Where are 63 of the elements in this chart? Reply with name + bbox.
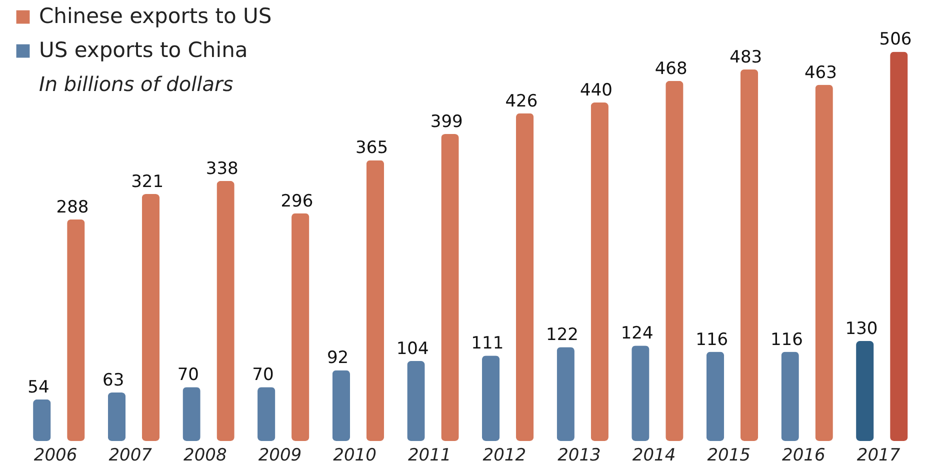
bar (781, 352, 799, 441)
data-label: 296 (280, 191, 314, 212)
x-tick-label: 2009 (258, 446, 302, 466)
bar (890, 52, 908, 441)
data-label: 321 (131, 172, 164, 192)
data-label: 426 (505, 91, 538, 112)
data-label: 130 (845, 318, 878, 339)
bar (632, 346, 650, 441)
data-label: 483 (730, 47, 762, 68)
x-tick-label: 2011 (408, 446, 452, 466)
data-label: 399 (430, 112, 463, 132)
x-tick-label: 2007 (108, 446, 152, 466)
x-tick-label: 2010 (333, 446, 376, 466)
bar (482, 356, 500, 441)
bar (258, 387, 276, 441)
data-label: 468 (654, 58, 688, 79)
bar (332, 370, 350, 441)
x-tick-label: 2006 (34, 446, 78, 466)
data-label: 288 (56, 197, 89, 218)
data-label: 70 (177, 365, 199, 386)
bar (441, 134, 459, 441)
x-tick-label: 2013 (558, 446, 601, 466)
bar (666, 80, 684, 441)
data-label: 70 (252, 365, 274, 386)
x-tick-label: 2014 (632, 446, 676, 466)
x-tick-label: 2015 (707, 446, 750, 466)
data-label: 92 (326, 348, 349, 368)
legend-label: Chinese exports to US (39, 4, 272, 28)
data-label: 440 (580, 80, 612, 100)
bar (556, 347, 574, 441)
data-label: 63 (102, 370, 124, 391)
bar (67, 219, 85, 441)
bar (216, 180, 234, 441)
bar (706, 352, 724, 441)
bar (516, 113, 534, 441)
bar (590, 102, 608, 441)
x-tick-label: 2017 (856, 446, 900, 466)
data-label: 116 (770, 330, 803, 350)
data-label: 506 (879, 30, 912, 50)
bar (292, 213, 310, 441)
legend-label: US exports to China (39, 38, 248, 62)
x-tick-label: 2008 (184, 446, 227, 466)
data-label: 116 (696, 330, 728, 350)
data-label: 122 (546, 325, 578, 346)
bar (407, 360, 425, 441)
data-label: 365 (356, 138, 388, 158)
text: In billions of dollars (39, 72, 234, 96)
x-tick-label: 2012 (482, 446, 526, 466)
x-tick-label: 2016 (782, 446, 826, 466)
bar (856, 340, 874, 441)
bar (182, 387, 200, 441)
bar (142, 194, 160, 441)
bar (108, 392, 126, 441)
bar (366, 160, 384, 441)
data-label: 104 (396, 338, 429, 359)
data-label: 338 (206, 158, 238, 179)
data-label: 124 (620, 324, 654, 344)
bar (740, 69, 758, 441)
bar (815, 84, 833, 441)
data-label: 54 (28, 377, 50, 398)
bar (33, 399, 51, 441)
data-label: 463 (804, 62, 837, 83)
data-label: 111 (471, 334, 504, 354)
